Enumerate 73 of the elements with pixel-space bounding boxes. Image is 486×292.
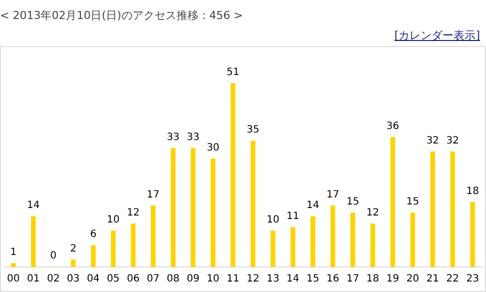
data-label: 30	[206, 142, 220, 154]
x-tick-label: 02	[46, 274, 60, 285]
data-label: 6	[90, 228, 96, 240]
data-label: 33	[186, 132, 200, 143]
data-label: 14	[306, 200, 320, 212]
data-label: 17	[326, 189, 340, 200]
data-label: 32	[446, 135, 460, 146]
bar	[270, 230, 276, 267]
bar	[330, 205, 336, 267]
x-tick-label: 20	[406, 274, 420, 285]
x-tick-label: 17	[346, 274, 360, 285]
x-tick-label: 10	[206, 274, 220, 285]
data-label: 1	[10, 246, 17, 258]
bar	[90, 245, 96, 267]
data-label: 18	[466, 186, 479, 197]
bar	[130, 223, 136, 267]
x-tick-label: 04	[86, 274, 100, 285]
x-tick-label: 11	[226, 274, 240, 285]
x-tick-label: 09	[186, 274, 200, 285]
x-tick-label: 01	[26, 274, 40, 285]
data-label: 10	[266, 214, 280, 226]
data-label: 14	[26, 200, 40, 212]
x-tick-label: 07	[146, 274, 160, 285]
bar	[210, 158, 216, 267]
x-tick-label: 22	[446, 274, 460, 285]
text: [カレンダー表示]	[394, 28, 480, 43]
bar	[11, 263, 16, 267]
data-label: 51	[226, 66, 240, 78]
bar	[190, 148, 196, 267]
bar	[410, 212, 416, 267]
bar	[430, 151, 436, 267]
bar	[70, 259, 76, 267]
data-label: 2	[70, 243, 76, 254]
x-tick-label: 15	[306, 274, 320, 285]
bar	[310, 216, 316, 267]
x-tick-label: 08	[166, 274, 180, 285]
x-tick-label: 03	[66, 274, 80, 285]
bar	[150, 205, 156, 267]
data-label: 0	[50, 250, 57, 262]
bar	[170, 148, 176, 267]
x-tick-label: 12	[246, 274, 260, 285]
x-tick-label: 21	[426, 274, 440, 285]
data-label: 33	[166, 132, 180, 143]
x-tick-label: 14	[286, 274, 300, 285]
bar	[370, 223, 376, 267]
data-label: 15	[346, 196, 360, 208]
x-tick-label: 19	[386, 274, 400, 285]
x-tick-label: 06	[126, 274, 140, 285]
data-label: 36	[386, 120, 400, 132]
bar	[290, 227, 296, 267]
data-label: 11	[286, 210, 300, 222]
bar	[470, 202, 475, 267]
data-label: 15	[406, 196, 420, 208]
data-label: 17	[146, 189, 160, 200]
data-label: 32	[426, 135, 440, 146]
bar	[390, 137, 396, 267]
bar	[31, 216, 36, 267]
chart-title: < 2013年02月10日(日)のアクセス推移：456 >	[0, 8, 243, 23]
x-tick-label: 05	[106, 274, 120, 285]
x-tick-label: 18	[366, 274, 380, 285]
bar	[350, 212, 356, 267]
data-label: 12	[366, 207, 380, 218]
bar	[250, 140, 256, 267]
data-label: 12	[126, 207, 140, 218]
bar	[110, 230, 116, 267]
bar	[450, 151, 455, 267]
data-label: 35	[246, 124, 260, 136]
data-label: 10	[106, 214, 120, 226]
bar	[230, 83, 236, 267]
x-tick-label: 23	[466, 274, 479, 285]
x-tick-label: 16	[326, 274, 340, 285]
x-tick-label: 00	[7, 274, 20, 285]
x-tick-label: 13	[266, 274, 280, 285]
